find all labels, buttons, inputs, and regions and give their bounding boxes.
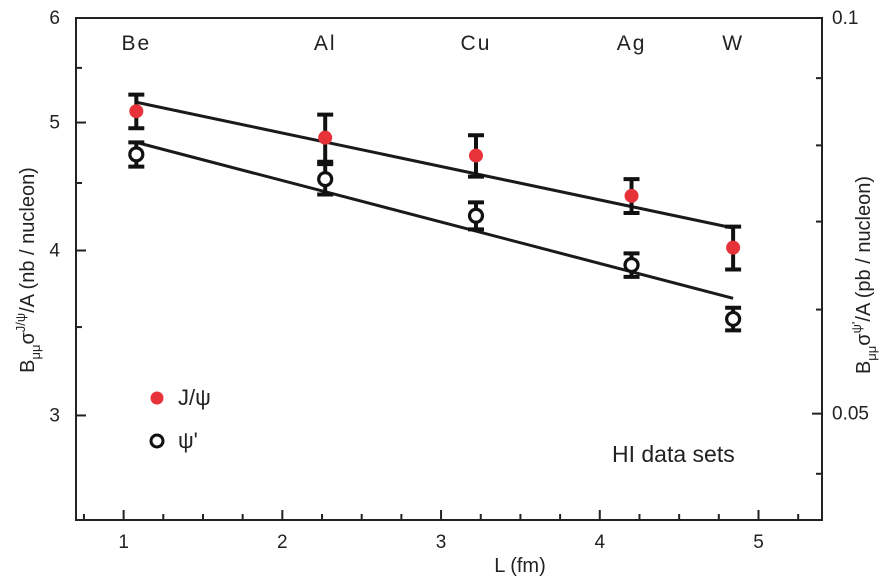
x-axis-label: L (fm): [494, 555, 545, 577]
fit-lines: [135, 100, 734, 300]
legend-label-jpsi: J/ψ: [178, 385, 211, 410]
y-left-tick-label: 6: [49, 8, 60, 29]
x-tick-label: 3: [436, 532, 447, 553]
data-point-psiprime: [467, 207, 485, 224]
data-point-jpsi: [726, 240, 741, 255]
y-right-tick-label: 0.1: [832, 8, 858, 29]
nucleus-label: Ag: [617, 32, 647, 55]
y-left-tick-label: 4: [49, 240, 60, 261]
data-point-jpsi: [129, 104, 144, 119]
y-axis-label-left: BμμσJ/ψ/A (nb / nucleon): [13, 167, 43, 373]
legend-marker-jpsi: [150, 391, 164, 405]
legend-marker-psiprime: [149, 433, 165, 449]
plot-frame: [75, 17, 823, 521]
data-point-psiprime: [623, 256, 640, 274]
y-left-tick-label: 5: [49, 113, 60, 134]
y-right-tick-label: 0.05: [832, 404, 869, 425]
data-point-psiprime: [725, 310, 742, 328]
y-axis-label-right: Bμμσψ'/A (pb / nucleon): [849, 176, 879, 374]
data-point-jpsi: [468, 148, 483, 163]
axis-ticks: 1 2 3 4 5 3 4 5 6 0.05 0.1 Be Al Cu Ag W: [49, 8, 869, 553]
legend-label-psiprime: ψ': [178, 428, 198, 453]
y-left-tick-label: 3: [49, 405, 60, 426]
data-point-psiprime: [128, 146, 145, 163]
x-tick-label: 2: [277, 532, 288, 553]
nucleus-label: Be: [121, 32, 151, 55]
legend: J/ψ ψ': [149, 385, 211, 453]
data-point-jpsi: [318, 130, 333, 145]
nucleus-label: W: [722, 32, 744, 55]
fit-line-0: [136, 100, 734, 230]
nucleus-label: Cu: [461, 32, 492, 55]
x-tick-label: 4: [594, 532, 605, 553]
data-point-psiprime: [317, 171, 334, 188]
nucleus-label: Al: [314, 32, 337, 55]
x-tick-label: 5: [753, 532, 764, 553]
annotation-hi-data-sets: HI data sets: [612, 441, 735, 467]
data-point-jpsi: [624, 188, 639, 203]
x-tick-label: 1: [118, 532, 129, 553]
data-marks: [128, 92, 742, 333]
